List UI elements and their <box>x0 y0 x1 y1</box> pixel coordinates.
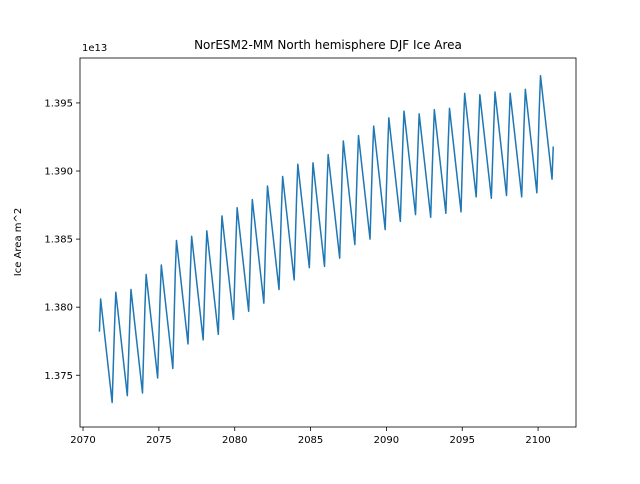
chart-title: NorESM2-MM North hemisphere DJF Ice Area <box>194 38 462 52</box>
y-axis-label: Ice Area m^2 <box>13 208 24 276</box>
x-tick-label: 2070 <box>70 435 95 446</box>
x-tick-label: 2090 <box>374 435 399 446</box>
y-tick-label: 1.390 <box>44 167 73 178</box>
offset-label: 1e13 <box>82 43 107 54</box>
x-tick-label: 2095 <box>450 435 475 446</box>
x-tick-label: 2100 <box>525 435 550 446</box>
y-tick-label: 1.385 <box>44 235 73 246</box>
x-tick-label: 2075 <box>146 435 171 446</box>
y-tick-label: 1.395 <box>44 98 73 109</box>
y-tick-label: 1.375 <box>44 371 73 382</box>
plot-frame <box>79 57 577 428</box>
y-tick-label: 1.380 <box>44 303 73 314</box>
data-line <box>98 74 554 404</box>
x-tick-label: 2080 <box>222 435 247 446</box>
x-tick-label: 2085 <box>298 435 323 446</box>
